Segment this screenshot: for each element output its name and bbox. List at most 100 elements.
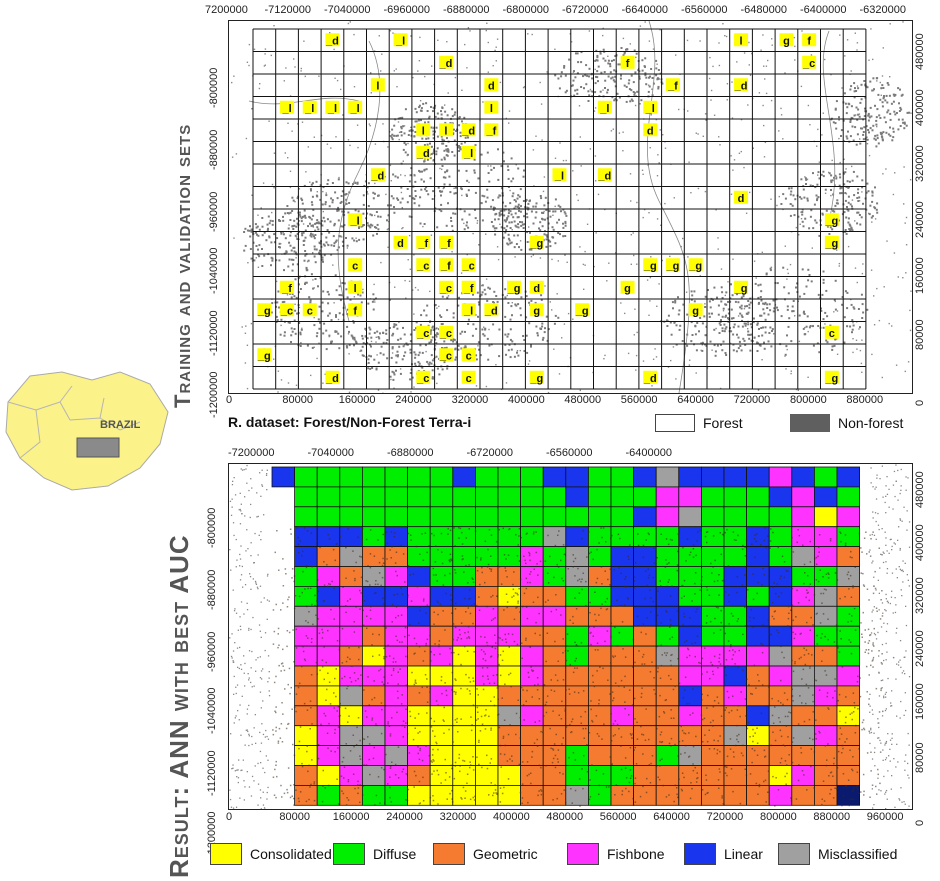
legend-consolidated: Consolidated — [210, 843, 332, 865]
result-cell — [768, 645, 793, 667]
svg-text:_g: _g — [575, 305, 589, 317]
svg-text:_g: _g — [643, 260, 657, 272]
result-cell — [542, 725, 567, 747]
top-x-bottom-tick: 80000 — [282, 394, 313, 406]
sample-label: _f — [665, 78, 680, 92]
result-cell — [700, 586, 725, 607]
result-cell — [497, 705, 522, 727]
result-cell — [587, 566, 612, 587]
svg-text:_d: _d — [734, 80, 748, 92]
bot-x-bottom-tick: 640000 — [653, 811, 690, 823]
sample-label: _g — [666, 258, 680, 272]
sample-label: d — [484, 78, 499, 92]
result-cell — [316, 605, 341, 627]
svg-text:_l: _l — [304, 103, 314, 115]
sample-label: d — [529, 280, 544, 295]
inset-country-label: Brazil — [100, 419, 141, 431]
svg-text:_f: _f — [667, 80, 678, 92]
legend-label: Fishbone — [607, 846, 665, 862]
bottom-panel-title: Result: ANN with best AUC — [164, 534, 194, 878]
svg-text:_g: _g — [529, 373, 543, 385]
result-cell — [746, 506, 770, 528]
top-x-top-tick: -7040000 — [324, 4, 371, 16]
legend-misclassified: Misclassified — [778, 843, 897, 865]
bot-x-top-tick: -7040000 — [307, 447, 355, 459]
bot-y-left-tick: -1120000 — [206, 750, 218, 796]
result-cell — [429, 486, 454, 508]
result-cell — [655, 705, 680, 727]
svg-text:c: c — [829, 328, 835, 340]
result-cell — [361, 645, 386, 667]
sample-label: f — [348, 303, 363, 317]
bot-y-left-tick: -1040000 — [206, 687, 218, 735]
result-cell — [294, 784, 318, 806]
result-cell — [633, 506, 657, 528]
result-cell — [768, 506, 793, 528]
sample-label: d — [734, 190, 749, 205]
result-cell — [791, 586, 815, 607]
bot-x-bottom-tick: 240000 — [386, 811, 423, 823]
result-cell — [723, 705, 748, 727]
result-cell — [655, 466, 680, 488]
result-cell — [497, 745, 522, 766]
sample-label: f — [802, 33, 817, 47]
result-cell — [497, 586, 522, 607]
result-cell — [587, 745, 612, 766]
sample-label: _l — [325, 100, 340, 115]
result-cell — [497, 486, 522, 508]
result-cell — [746, 605, 770, 627]
result-cell — [678, 665, 702, 687]
result-cell — [791, 466, 815, 488]
result-cell — [814, 645, 838, 667]
result-cell — [723, 685, 748, 707]
result-cell — [520, 566, 544, 587]
sample-label: _c — [462, 258, 476, 272]
bot-x-bottom-tick: 400000 — [493, 811, 530, 823]
top-y-left-tick: -880000 — [208, 129, 220, 170]
result-cell — [294, 486, 318, 508]
svg-text:g: g — [533, 305, 540, 317]
result-cell — [474, 705, 499, 727]
result-cell — [700, 566, 725, 587]
result-cell — [361, 526, 386, 548]
result-cell — [294, 586, 318, 607]
svg-text:d: d — [488, 80, 495, 92]
result-cell — [746, 685, 770, 707]
svg-text:g: g — [783, 35, 790, 47]
result-cell — [746, 586, 770, 607]
result-cell — [587, 486, 612, 508]
result-cell — [316, 466, 341, 488]
result-cell — [678, 605, 702, 627]
result-cell — [520, 625, 544, 647]
result-cell — [791, 486, 815, 508]
result-cell — [587, 685, 612, 707]
result-cell — [452, 506, 476, 528]
top-x-top-tick: -6320000 — [859, 4, 907, 16]
svg-text:_d: _d — [370, 170, 384, 182]
result-cell — [610, 705, 635, 727]
svg-text:c: c — [466, 350, 472, 362]
result-cell — [565, 566, 589, 587]
top-y-left-tick: -1040000 — [208, 247, 220, 295]
result-cell — [700, 546, 725, 567]
result-cell — [384, 586, 409, 607]
svg-text:d: d — [397, 238, 404, 250]
result-cell — [294, 645, 318, 667]
svg-text:f: f — [353, 305, 357, 317]
top-y-right-tick: 480000 — [914, 33, 926, 70]
result-cell — [520, 506, 544, 528]
result-cell — [497, 605, 522, 627]
svg-text:_g: _g — [257, 350, 271, 362]
result-cell — [655, 506, 680, 528]
svg-text:_l: _l — [463, 148, 473, 160]
sample-label: _c — [416, 258, 431, 272]
result-cell — [542, 645, 567, 667]
result-cell — [678, 765, 702, 786]
result-cell — [429, 546, 454, 567]
sample-label: _d — [439, 55, 453, 70]
result-cell — [294, 685, 318, 707]
sample-label: _l — [461, 145, 476, 160]
legend-non-forest: Non-forest — [790, 414, 903, 432]
result-cell — [655, 765, 680, 786]
result-cell — [814, 784, 838, 806]
